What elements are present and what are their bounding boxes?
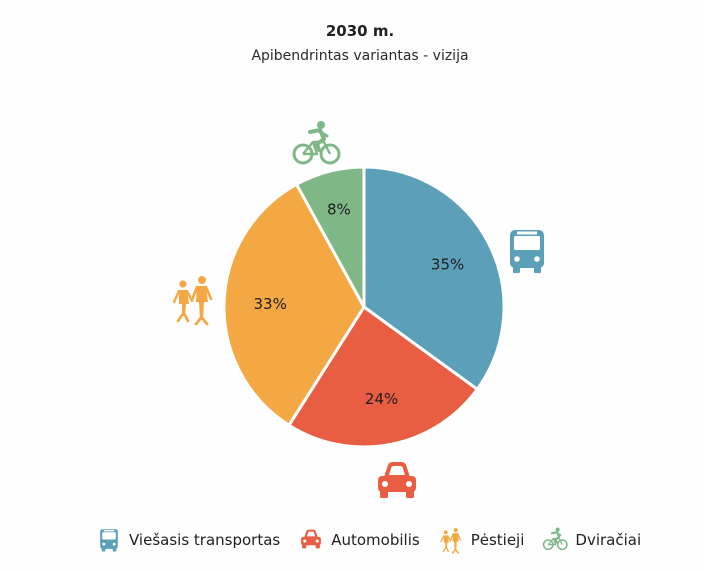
slice-label: 33%	[254, 295, 287, 313]
pie-slice	[287, 305, 479, 449]
chart-title: 2030 m.	[325, 22, 395, 40]
pie-chart: 35% 24% 33% 8%	[172, 121, 544, 498]
pie-slice	[295, 165, 366, 309]
legend-label: Pėstieji	[470, 531, 525, 549]
legend: Viešasis transportas Automobilis Pėstieji D…	[96, 524, 641, 556]
legend-item: Pėstieji	[438, 526, 525, 554]
car-icon	[378, 462, 416, 498]
legend-item: Dviračiai	[542, 526, 641, 554]
legend-item: Automobilis	[298, 526, 420, 554]
car-icon	[301, 529, 322, 549]
bus-icon	[100, 529, 118, 552]
pedestrians-icon	[440, 528, 461, 554]
pie-slice	[362, 165, 506, 391]
legend-label: Automobilis	[331, 531, 420, 549]
legend-label: Dviračiai	[575, 531, 642, 549]
slice-label: 35%	[431, 255, 464, 273]
slice-label: 8%	[327, 200, 351, 218]
legend-item: Viešasis transportas	[96, 526, 280, 554]
legend-label: Viešasis transportas	[129, 531, 281, 549]
cyclist-icon	[543, 527, 569, 551]
slice-label: 24%	[365, 390, 398, 408]
bus-icon	[510, 230, 544, 273]
pedestrians-icon	[172, 276, 213, 326]
cyclist-icon	[292, 121, 341, 165]
chart-subtitle: Apibendrintas variantas - vizija	[251, 48, 469, 64]
